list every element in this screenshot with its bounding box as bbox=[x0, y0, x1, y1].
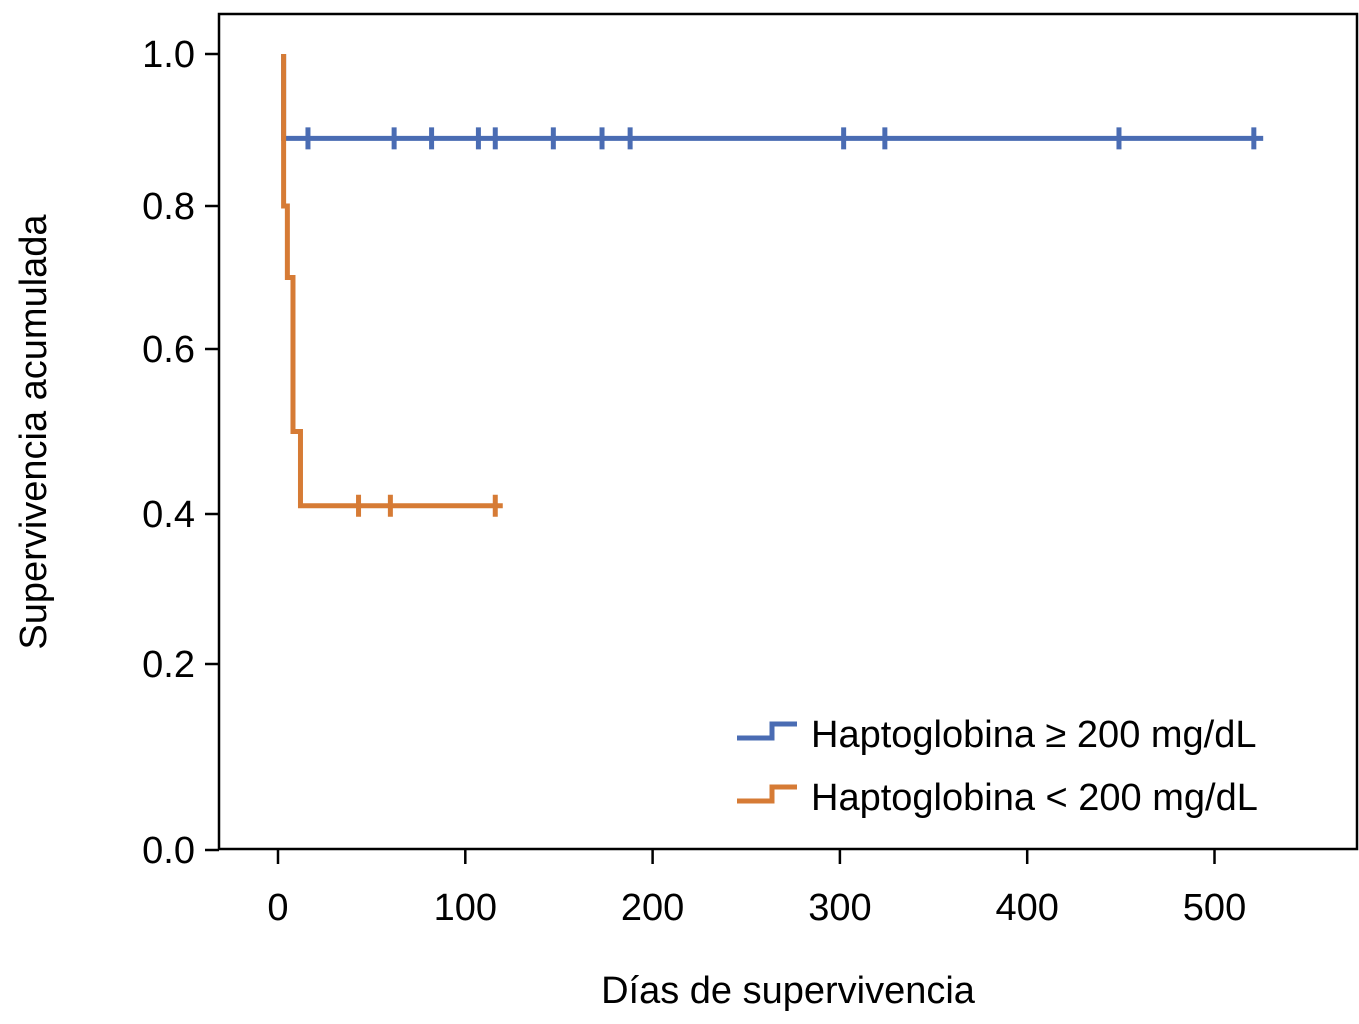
x-tick-label: 300 bbox=[808, 887, 871, 929]
legend-item-high: Haptoglobina ≥ 200 mg/dL bbox=[737, 714, 1257, 756]
x-tick-label: 100 bbox=[434, 887, 497, 929]
y-tick-label: 0.6 bbox=[142, 329, 195, 371]
legend-swatch-high bbox=[737, 721, 797, 741]
x-tick-label: 500 bbox=[1183, 887, 1246, 929]
y-tick-label: 0.4 bbox=[142, 494, 195, 536]
x-tick-label: 0 bbox=[267, 887, 288, 929]
legend-item-low: Haptoglobina < 200 mg/dL bbox=[737, 777, 1258, 819]
x-axis-title: Días de supervivencia bbox=[601, 970, 976, 1012]
legend-label-high: Haptoglobina ≥ 200 mg/dL bbox=[811, 714, 1257, 756]
plot-frame bbox=[217, 12, 1359, 851]
x-axis: 0 100 200 300 400 500 bbox=[267, 849, 1246, 929]
series-low bbox=[281, 54, 503, 517]
y-tick-label: 0.8 bbox=[142, 186, 195, 228]
x-tick-label: 200 bbox=[621, 887, 684, 929]
x-tick-label: 400 bbox=[995, 887, 1058, 929]
y-axis-title: Supervivencia acumulada bbox=[13, 214, 55, 650]
survival-curve bbox=[281, 54, 1264, 141]
survival-curve bbox=[281, 54, 503, 509]
y-tick-label: 0.0 bbox=[142, 830, 195, 872]
y-tick-label: 0.2 bbox=[142, 644, 195, 686]
legend-label-low: Haptoglobina < 200 mg/dL bbox=[811, 777, 1258, 819]
series-group bbox=[281, 54, 1264, 517]
y-axis: 0.0 0.2 0.4 0.6 0.8 1.0 bbox=[142, 34, 219, 872]
series-high bbox=[281, 54, 1264, 150]
legend-swatch-low bbox=[737, 784, 797, 804]
y-tick-label: 1.0 bbox=[142, 34, 195, 76]
legend: Haptoglobina ≥ 200 mg/dL Haptoglobina < … bbox=[737, 714, 1258, 819]
